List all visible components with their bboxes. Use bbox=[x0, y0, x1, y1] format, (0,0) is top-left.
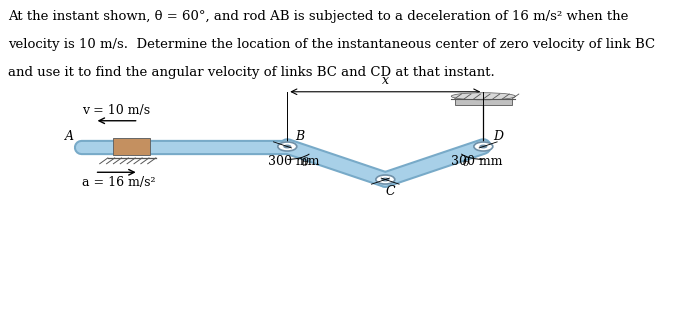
Text: C: C bbox=[386, 185, 395, 198]
Text: θ: θ bbox=[462, 157, 469, 167]
Text: 300 mm: 300 mm bbox=[452, 155, 503, 168]
Bar bbox=[114, 138, 150, 155]
Text: velocity is 10 m/s.  Determine the location of the instantaneous center of zero : velocity is 10 m/s. Determine the locati… bbox=[8, 38, 655, 51]
Text: θ: θ bbox=[301, 157, 308, 167]
Bar bbox=[454, 99, 512, 105]
Circle shape bbox=[479, 145, 487, 148]
Circle shape bbox=[283, 145, 291, 148]
Text: 300 mm: 300 mm bbox=[268, 155, 320, 168]
Text: x: x bbox=[382, 74, 389, 87]
Text: a = 16 m/s²: a = 16 m/s² bbox=[82, 176, 156, 189]
Ellipse shape bbox=[452, 93, 515, 100]
Text: A: A bbox=[66, 130, 74, 143]
Text: At the instant shown, θ = 60°, and rod AB is subjected to a deceleration of 16 m: At the instant shown, θ = 60°, and rod A… bbox=[8, 10, 629, 23]
Circle shape bbox=[376, 175, 395, 184]
Text: and use it to find the angular velocity of links BC and CD at that instant.: and use it to find the angular velocity … bbox=[8, 66, 495, 79]
Text: D: D bbox=[493, 130, 504, 143]
Text: v = 10 m/s: v = 10 m/s bbox=[82, 104, 151, 117]
Circle shape bbox=[474, 142, 493, 151]
Circle shape bbox=[278, 142, 297, 151]
Text: B: B bbox=[295, 130, 304, 143]
Circle shape bbox=[381, 178, 389, 182]
